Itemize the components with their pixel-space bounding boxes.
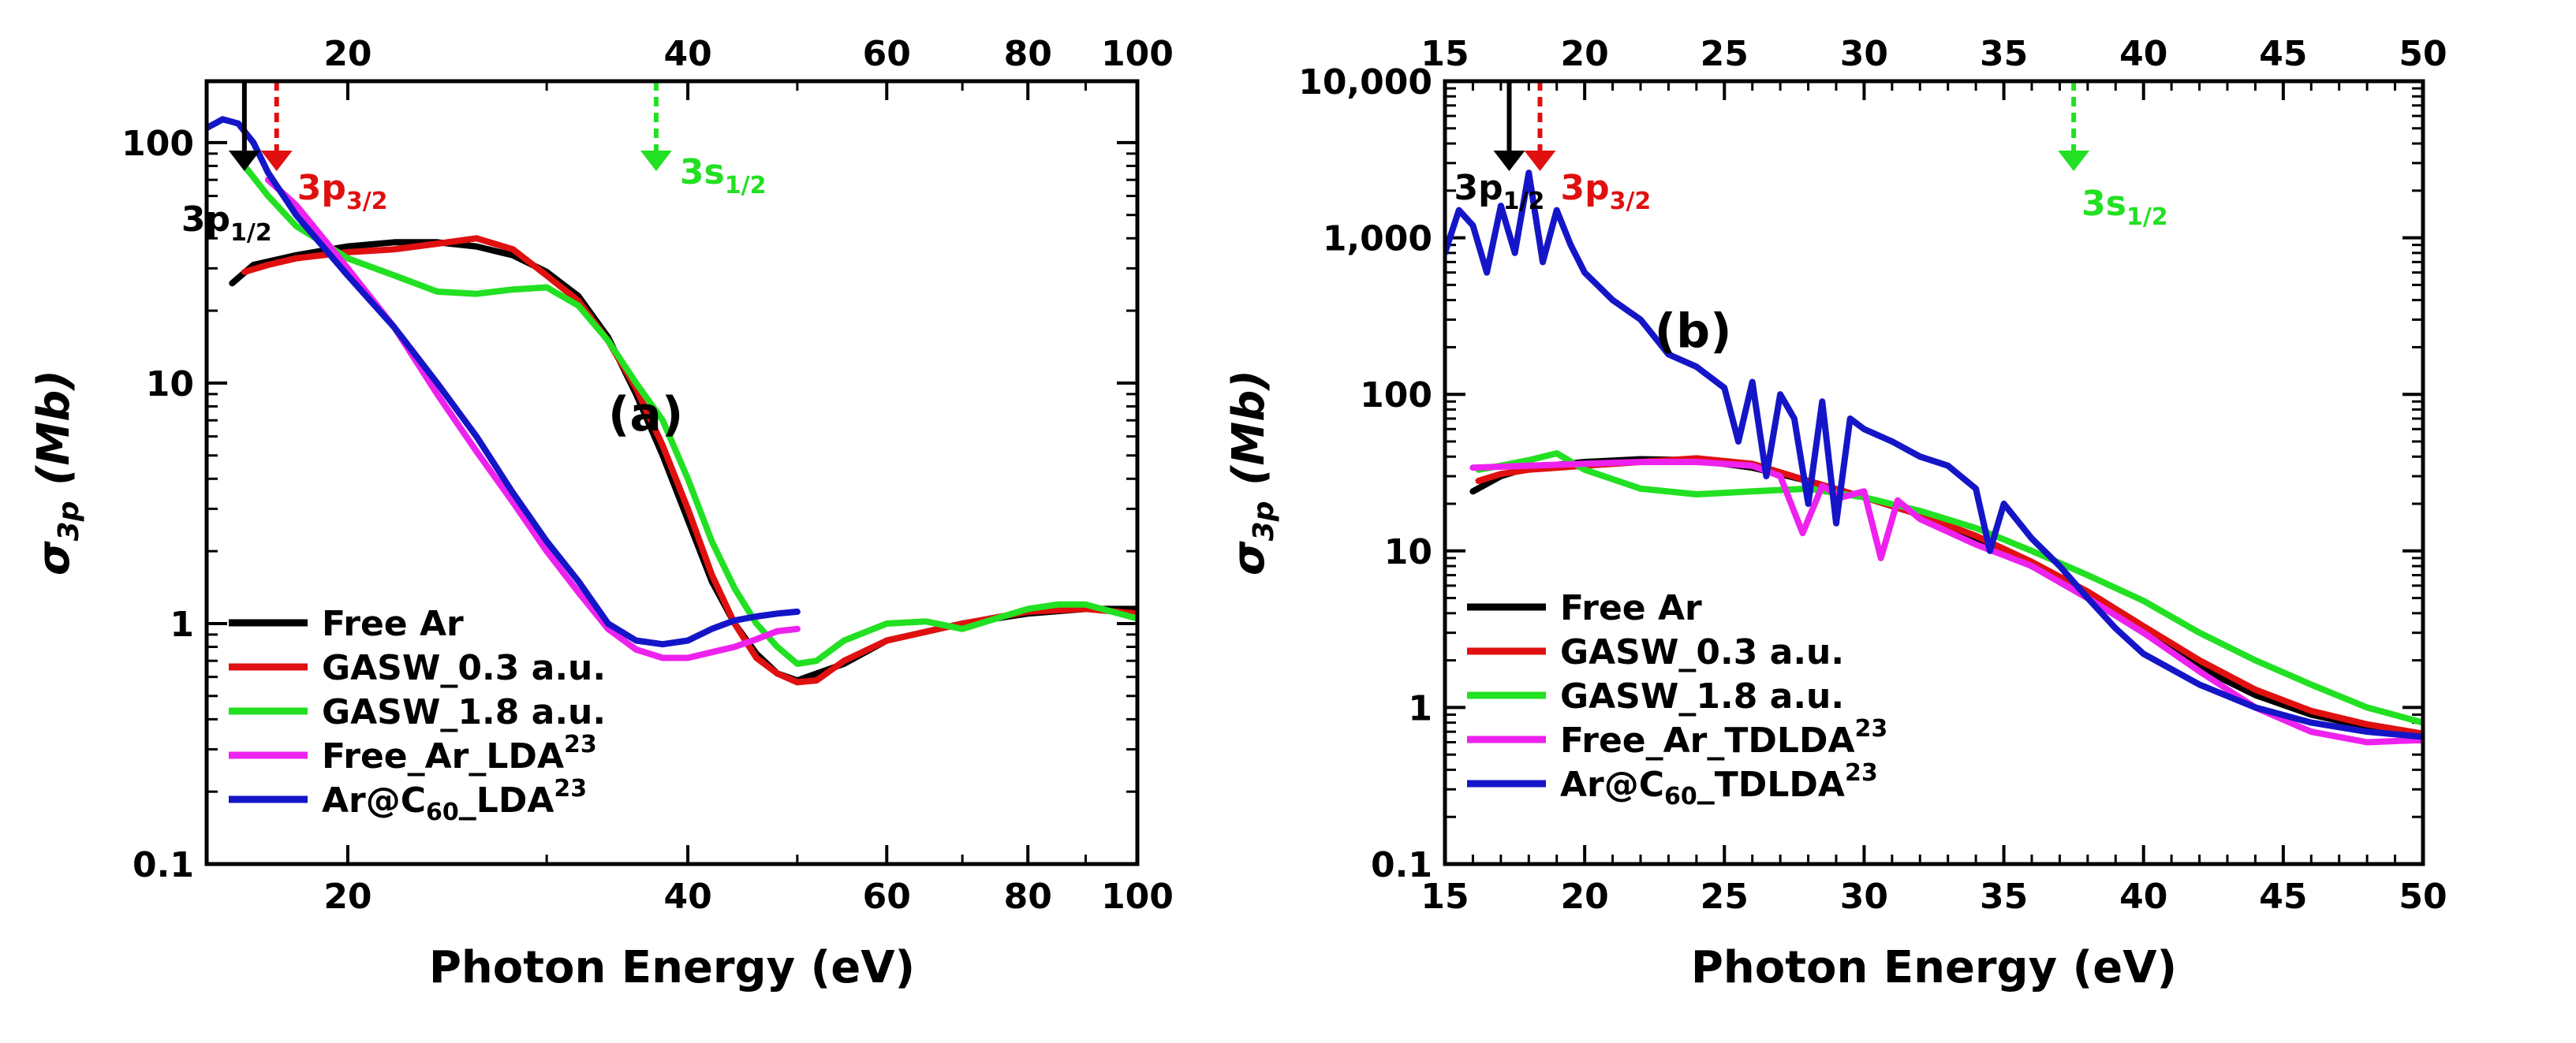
x-tick-label: 15 bbox=[1421, 877, 1469, 917]
chart-panel-b: 0.11101001,00010,00015152020252530303535… bbox=[1223, 34, 2447, 993]
y-tick-label: 1 bbox=[170, 605, 194, 645]
legend-label-ctd: Ar@C60_TDLDA23 bbox=[1560, 759, 1878, 810]
x-tick-label-top: 40 bbox=[663, 34, 711, 74]
threshold-arrow-head bbox=[1524, 151, 1556, 171]
y-tick-label: 100 bbox=[121, 124, 194, 164]
series-line-4 bbox=[1445, 169, 2423, 740]
y-tick-label: 100 bbox=[1360, 375, 1432, 415]
x-tick-label-top: 20 bbox=[323, 34, 371, 74]
plot-frame bbox=[1443, 79, 2425, 866]
x-tick-label-top: 35 bbox=[1980, 34, 2028, 74]
x-tick-label-top: 40 bbox=[2119, 34, 2167, 74]
legend-label-ftd: Free_Ar_TDLDA23 bbox=[1560, 715, 1887, 761]
legend-label-g18: GASW_1.8 a.u. bbox=[322, 692, 606, 732]
x-tick-label-top: 20 bbox=[1561, 34, 1609, 74]
x-tick-label: 25 bbox=[1701, 877, 1749, 917]
series-group bbox=[1445, 169, 2423, 746]
x-tick-label: 40 bbox=[2119, 877, 2167, 917]
y-tick-label: 1,000 bbox=[1323, 219, 1432, 259]
series-line-3 bbox=[1469, 459, 2423, 746]
threshold-label: 3p3/2 bbox=[297, 168, 388, 215]
y-axis-label: σ3p (Mb) bbox=[28, 370, 85, 576]
series-line-1 bbox=[241, 235, 1137, 686]
x-tick-label-top: 50 bbox=[2399, 34, 2447, 74]
x-tick-label: 40 bbox=[663, 877, 711, 917]
threshold-arrow-head bbox=[260, 151, 293, 171]
series-line-4 bbox=[207, 116, 801, 648]
threshold-arrow-head bbox=[2058, 151, 2090, 171]
y-tick-label: 0.1 bbox=[1371, 845, 1432, 885]
y-tick-label: 10 bbox=[1384, 532, 1432, 572]
panel-label: (a) bbox=[608, 387, 683, 442]
y-tick-label: 0.1 bbox=[133, 845, 194, 885]
threshold-arrow-head bbox=[228, 151, 260, 171]
y-tick-label: 10,000 bbox=[1298, 62, 1432, 102]
legend-label-g18: GASW_1.8 a.u. bbox=[1560, 676, 1844, 717]
x-tick-label: 80 bbox=[1004, 877, 1052, 917]
x-tick-label-top: 80 bbox=[1004, 34, 1052, 74]
x-tick-label: 50 bbox=[2399, 877, 2447, 917]
threshold-label: 3s1/2 bbox=[680, 152, 767, 199]
series-line-2 bbox=[1475, 450, 2423, 726]
x-tick-label-top: 100 bbox=[1101, 34, 1174, 74]
plot-frame bbox=[204, 79, 1140, 866]
x-tick-label-top: 30 bbox=[1840, 34, 1888, 74]
legend-label-flda: Free_Ar_LDA23 bbox=[322, 731, 597, 777]
chart-panel-a: 0.1 1 10 100 20 20 40 40 60 60 80 80 100 100 3p1/2 3p3/… bbox=[28, 34, 1174, 993]
y-tick-label: 1 bbox=[1408, 688, 1432, 728]
x-axis-label: Photon Energy (eV) bbox=[429, 942, 915, 993]
series-group bbox=[207, 116, 1137, 686]
x-tick-label: 100 bbox=[1101, 877, 1174, 917]
threshold-label: 3s1/2 bbox=[2081, 184, 2168, 231]
x-tick-label: 35 bbox=[1980, 877, 2028, 917]
x-tick-label-top: 45 bbox=[2259, 34, 2307, 74]
threshold-label: 3p3/2 bbox=[1560, 168, 1651, 215]
legend-label-g03: GASW_0.3 a.u. bbox=[322, 648, 606, 688]
x-tick-label-top: 60 bbox=[863, 34, 911, 74]
x-tick-label: 60 bbox=[863, 877, 911, 917]
legend-label-clda: Ar@C60_LDA23 bbox=[322, 775, 587, 826]
legend-label-free: Free Ar bbox=[1560, 588, 1702, 628]
x-tick-label: 20 bbox=[1561, 877, 1609, 917]
x-tick-label: 20 bbox=[323, 877, 371, 917]
threshold-arrow-head bbox=[640, 151, 672, 171]
panel-label: (b) bbox=[1655, 304, 1732, 359]
x-tick-label: 30 bbox=[1840, 877, 1888, 917]
x-tick-label-top: 15 bbox=[1421, 34, 1469, 74]
x-axis-label: Photon Energy (eV) bbox=[1691, 942, 2177, 993]
legend-label-g03: GASW_0.3 a.u. bbox=[1560, 632, 1844, 672]
threshold-arrow-head bbox=[1493, 151, 1525, 171]
x-tick-label: 45 bbox=[2259, 877, 2307, 917]
x-tick-label-top: 25 bbox=[1701, 34, 1749, 74]
legend-label-free: Free Ar bbox=[322, 604, 464, 644]
y-tick-label: 10 bbox=[146, 364, 194, 404]
y-axis-label: σ3p (Mb) bbox=[1223, 370, 1280, 576]
series-line-2 bbox=[241, 162, 1137, 667]
threshold-label: 3p1/2 bbox=[1454, 168, 1544, 215]
threshold-label: 3p1/2 bbox=[181, 199, 272, 247]
